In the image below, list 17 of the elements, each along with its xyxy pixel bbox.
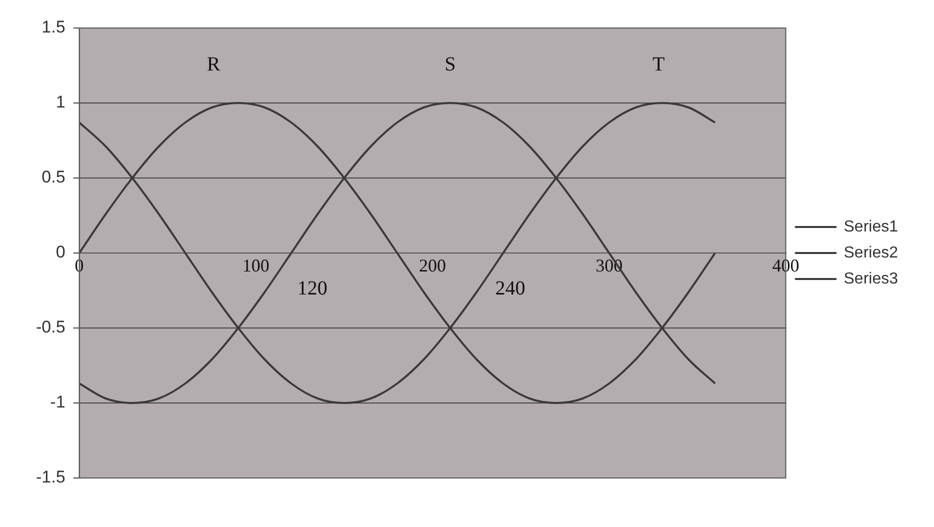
y-tick-label: -1.5 xyxy=(36,468,66,487)
y-tick-label: 0.5 xyxy=(42,168,66,187)
legend-label: Series1 xyxy=(844,218,898,236)
y-tick-label: -1 xyxy=(50,392,66,412)
y-tick-label: 0 xyxy=(56,242,66,262)
annotation: 240 xyxy=(495,277,526,300)
y-tick-label: -0.5 xyxy=(36,318,66,337)
annotation: T xyxy=(652,54,665,76)
x-tick-label: 200 xyxy=(419,256,446,276)
legend-label: Series3 xyxy=(844,270,898,288)
y-tick-label: 1 xyxy=(56,92,66,112)
annotation: R xyxy=(206,54,221,76)
y-tick-label: 1.5 xyxy=(42,18,66,37)
annotation: 120 xyxy=(297,277,328,300)
legend-label: Series2 xyxy=(844,244,898,262)
x-tick-label: 100 xyxy=(242,256,270,276)
annotation: S xyxy=(444,54,456,76)
